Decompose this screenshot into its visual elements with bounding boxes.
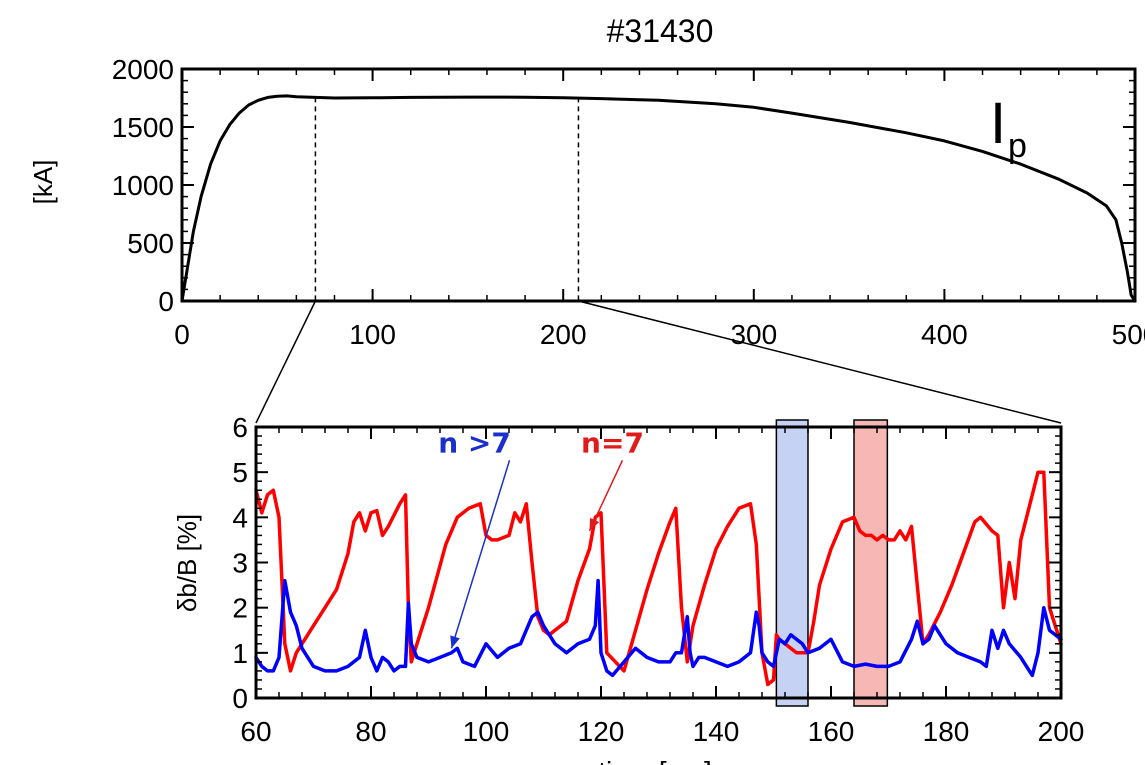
series-label: n=7	[581, 426, 644, 459]
highlight-box	[775, 419, 809, 707]
top-chart-title: #31430	[607, 13, 714, 49]
label-arrowhead	[450, 635, 460, 649]
bottom-x-tick-label: 100	[463, 716, 510, 747]
top-y-tick-label: 0	[158, 286, 174, 317]
bottom-x-tick-label: 200	[1038, 716, 1085, 747]
db-line-n7	[254, 578, 1063, 678]
highlight-regions	[775, 419, 889, 707]
bottom-y-tick-label: 1	[232, 638, 248, 669]
bottom-y-tick-label: 6	[232, 412, 248, 443]
bottom-y-tick-label: 5	[232, 457, 248, 488]
top-x-tick-label: 100	[349, 319, 396, 350]
top-x-tick-label: 500	[1112, 319, 1145, 350]
top-chart-y-ticks: 2000 1500 1000 500 0	[112, 54, 1135, 317]
zoom-connector-right	[578, 300, 1062, 424]
bottom-x-tick-label: 120	[578, 716, 625, 747]
top-chart-x-ticks: 0100200300400500	[174, 69, 1145, 350]
bottom-chart-xlabel: time [ms]	[598, 756, 712, 765]
ip-subscript: p	[1008, 127, 1027, 165]
bottom-x-tick-label: 140	[693, 716, 740, 747]
bottom-x-tick-label: 180	[923, 716, 970, 747]
top-y-tick-label: 2000	[112, 54, 174, 85]
ip-line-ip	[180, 94, 1137, 303]
bottom-y-tick-label: 2	[232, 593, 248, 624]
top-chart-markers	[314, 97, 580, 301]
bottom-chart-series	[254, 470, 1063, 687]
bottom-y-tick-label: 3	[232, 548, 248, 579]
top-chart: #31430 [kA] 0100200300400500 20001500100…	[28, 13, 1145, 350]
series-label: n >7	[438, 426, 511, 459]
bottom-y-tick-label: 0	[232, 683, 248, 714]
bottom-chart-y-ticks: 6 5 4 3 2 1 0	[232, 412, 1061, 714]
top-y-tick-label: 500	[127, 228, 174, 259]
bottom-chart-ylabel: δb/B [%]	[172, 514, 202, 612]
bottom-x-tick-label: 160	[808, 716, 855, 747]
zoom-connector-left	[255, 300, 317, 424]
db-line-n7	[254, 470, 1063, 687]
label-arrow	[588, 459, 624, 532]
top-chart-ylabel: [kA]	[28, 160, 58, 205]
label-arrow	[450, 460, 511, 649]
bottom-x-tick-label: 60	[240, 716, 271, 747]
top-x-tick-label: 200	[540, 319, 587, 350]
bottom-chart-labels: n >7 n=7	[438, 426, 644, 649]
bottom-y-tick-label: 4	[232, 502, 248, 533]
bottom-chart: 60 80 100 120 140 160 180 200 6 5 4 3 2 1 0 n >7 n=7 δ…	[172, 412, 1084, 765]
top-x-tick-label: 0	[174, 319, 190, 350]
top-y-tick-label: 1500	[112, 112, 174, 143]
top-x-tick-label: 400	[921, 319, 968, 350]
label-arrowhead	[589, 517, 600, 531]
bottom-chart-frame	[254, 425, 1063, 700]
top-chart-series	[180, 94, 1137, 303]
top-y-tick-label: 1000	[112, 170, 174, 201]
zoom-connectors	[255, 300, 1062, 424]
bottom-x-tick-label: 80	[355, 716, 386, 747]
highlight-box	[853, 419, 889, 707]
ip-label: I	[990, 91, 1006, 156]
